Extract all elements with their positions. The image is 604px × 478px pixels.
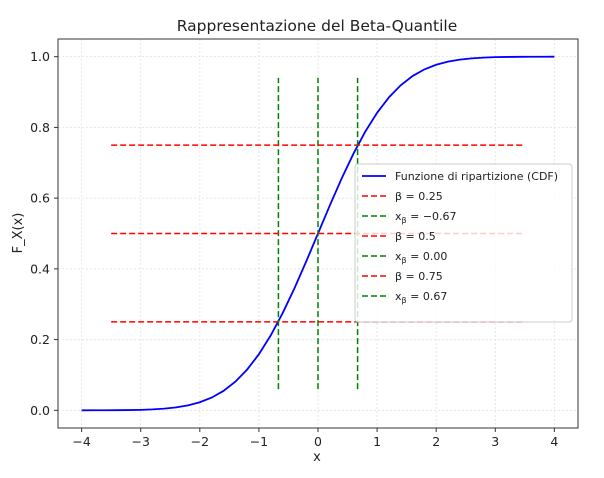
y-tick-label: 0.0: [30, 403, 50, 418]
legend-entry-label: xβ = −0.67: [395, 210, 457, 225]
x-axis-title: x: [313, 450, 321, 465]
legend-entry-label: Funzione di ripartizione (CDF): [395, 170, 558, 183]
x-tick-label: 0: [314, 434, 322, 449]
x-tick-label: 4: [550, 434, 558, 449]
y-axis-title: F_X(x): [11, 213, 26, 254]
x-tick-label: −1: [250, 434, 268, 449]
y-tick-label: 0.4: [30, 261, 50, 276]
y-tick-label: 0.2: [30, 332, 50, 347]
y-tick-label: 0.6: [30, 191, 50, 206]
legend-entry-label: β = 0.25: [395, 190, 443, 203]
legend: Funzione di ripartizione (CDF) β = 0.25 xβ…: [354, 163, 573, 323]
legend-entry-label: xβ = 0.67: [395, 290, 447, 305]
legend-box: [354, 163, 573, 323]
x-tick-label: −2: [191, 434, 209, 449]
x-tick-label: −3: [132, 434, 150, 449]
x-tick-label: 3: [491, 434, 499, 449]
x-tick-label: 1: [373, 434, 381, 449]
y-tick-label: 1.0: [30, 49, 50, 64]
x-tick-label: −4: [72, 434, 90, 449]
y-tick-label: 0.8: [30, 120, 50, 135]
legend-entry-label: xβ = 0.00: [395, 250, 447, 265]
x-tick-label: 2: [432, 434, 440, 449]
legend-entry-label: β = 0.5: [395, 230, 436, 243]
axes: −4 −3 −2 −1 0 1 2 3 4 0.0 0.2 0.4 0.6 0.8 1.0: [30, 49, 558, 449]
legend-entry-label: β = 0.75: [395, 270, 443, 283]
chart-title: Rappresentazione del Beta-Quantile: [177, 17, 457, 35]
